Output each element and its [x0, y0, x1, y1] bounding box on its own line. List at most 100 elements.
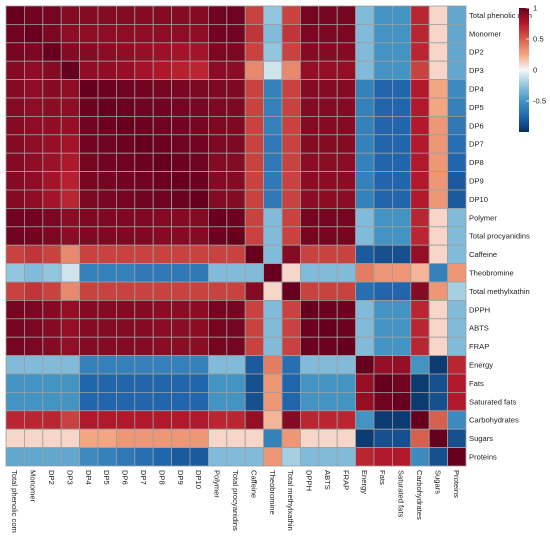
heatmap-cell: [318, 171, 338, 191]
heatmap-cell: [336, 447, 357, 467]
heatmap-cell: [299, 281, 320, 301]
heatmap-cell: [299, 336, 320, 357]
heatmap-cell: [373, 5, 393, 25]
heatmap-cell: [152, 428, 172, 449]
row-label: DP5: [469, 103, 484, 112]
heatmap-cell: [244, 116, 264, 136]
heatmap-cell: [5, 391, 25, 412]
heatmap-cell: [207, 207, 228, 228]
heatmap-cell: [60, 189, 81, 209]
heatmap-cell: [97, 97, 117, 117]
heatmap-cell: [97, 226, 117, 246]
heatmap-cell: [23, 23, 44, 44]
heatmap-cell: [23, 281, 44, 301]
heatmap-cell: [263, 226, 283, 246]
heatmap-cell: [428, 226, 449, 246]
heatmap-cell: [79, 299, 99, 320]
heatmap-cell: [355, 23, 375, 44]
heatmap-cell: [171, 23, 191, 44]
row-label: ABTS: [469, 324, 489, 333]
heatmap-cell: [355, 5, 375, 25]
heatmap-cell: [263, 60, 283, 81]
heatmap-cell: [42, 263, 62, 283]
heatmap-cell: [60, 244, 81, 264]
row-label: Caffeine: [469, 250, 497, 259]
heatmap-cell: [410, 207, 430, 228]
heatmap-cell: [116, 23, 136, 44]
heatmap-cell: [336, 60, 357, 81]
heatmap-cell: [152, 189, 172, 209]
heatmap-cell: [97, 152, 117, 172]
heatmap-cell: [226, 189, 246, 209]
heatmap-cell: [263, 281, 283, 301]
column-label: FRAP: [341, 470, 350, 490]
heatmap-cell: [263, 299, 283, 320]
heatmap-cell: [189, 410, 209, 430]
heatmap-cell: [373, 410, 393, 430]
heatmap-cell: [134, 134, 154, 154]
heatmap-cell: [5, 42, 25, 62]
heatmap-cell: [207, 134, 228, 154]
heatmap-cell: [171, 281, 191, 301]
heatmap-cell: [207, 171, 228, 191]
heatmap-cell: [336, 152, 357, 172]
heatmap-cell: [244, 391, 264, 412]
heatmap-cell: [244, 355, 264, 375]
heatmap-cell: [79, 97, 99, 117]
heatmap-cell: [244, 207, 264, 228]
heatmap-cell: [189, 116, 209, 136]
heatmap-cell: [373, 373, 393, 393]
heatmap-cell: [42, 281, 62, 301]
heatmap-cell: [373, 244, 393, 264]
heatmap-cell: [171, 263, 191, 283]
heatmap-cell: [171, 428, 191, 449]
heatmap-cell: [336, 97, 357, 117]
heatmap-cell: [60, 391, 81, 412]
heatmap-cell: [152, 171, 172, 191]
column-label: DP5: [102, 470, 111, 485]
heatmap-cell: [23, 79, 44, 99]
heatmap-cell: [263, 42, 283, 62]
heatmap-cell: [226, 355, 246, 375]
heatmap-cell: [244, 410, 264, 430]
heatmap-cell: [207, 447, 228, 467]
column-label: DP3: [65, 470, 74, 485]
heatmap-cell: [299, 318, 320, 338]
heatmap-cell: [171, 171, 191, 191]
row-label: Energy: [469, 361, 493, 370]
heatmap-cell: [299, 447, 320, 467]
heatmap-cell: [42, 207, 62, 228]
heatmap-cell: [226, 428, 246, 449]
heatmap-cell: [318, 79, 338, 99]
column-label: Saturated fats: [397, 470, 406, 517]
heatmap-cell: [97, 171, 117, 191]
heatmap-cell: [447, 97, 467, 117]
heatmap-cell: [97, 60, 117, 81]
heatmap-cell: [244, 318, 264, 338]
column-label: Fats: [378, 470, 387, 485]
heatmap-cell: [447, 263, 467, 283]
heatmap-cell: [410, 410, 430, 430]
heatmap-cell: [5, 355, 25, 375]
heatmap-cell: [391, 299, 412, 320]
heatmap-cell: [373, 318, 393, 338]
heatmap-cell: [60, 42, 81, 62]
heatmap-cell: [23, 355, 44, 375]
heatmap-cell: [299, 244, 320, 264]
heatmap-cell: [134, 373, 154, 393]
heatmap-cell: [410, 60, 430, 81]
row-label: Total methylxathin: [469, 287, 530, 296]
heatmap-cell: [171, 355, 191, 375]
heatmap-cell: [226, 134, 246, 154]
heatmap-cell: [23, 5, 44, 25]
heatmap-cell: [189, 42, 209, 62]
heatmap-cell: [299, 23, 320, 44]
heatmap-cell: [5, 23, 25, 44]
heatmap-cell: [79, 336, 99, 357]
heatmap-cell: [355, 428, 375, 449]
heatmap-cell: [244, 189, 264, 209]
heatmap-cell: [171, 152, 191, 172]
heatmap-cell: [152, 42, 172, 62]
heatmap-cell: [207, 226, 228, 246]
